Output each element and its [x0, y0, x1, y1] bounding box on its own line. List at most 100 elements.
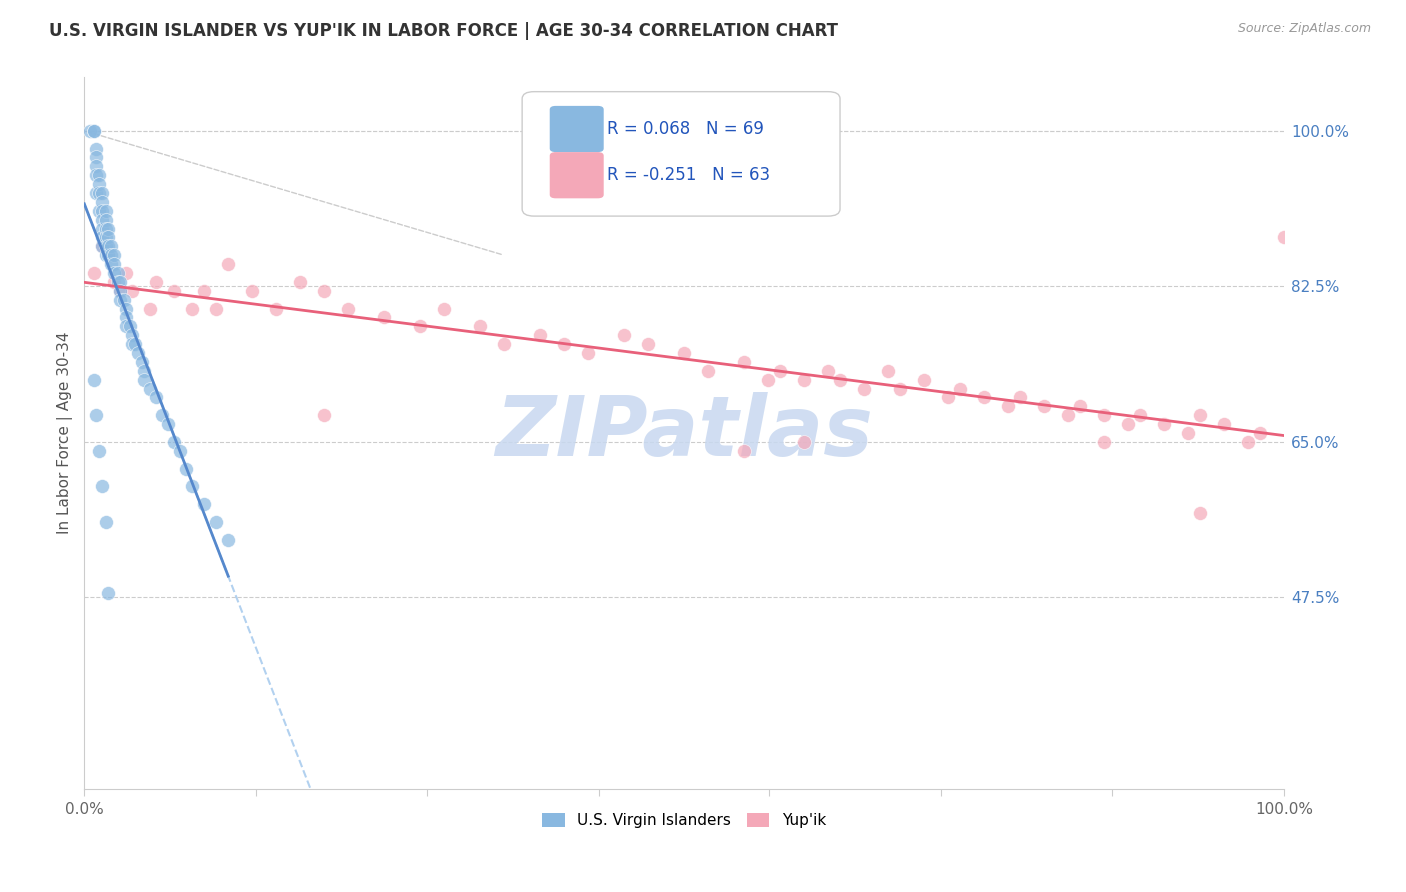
Point — [205, 301, 228, 316]
Point — [1272, 230, 1295, 244]
Point — [83, 373, 105, 387]
Point — [1008, 391, 1031, 405]
Point — [97, 230, 120, 244]
Text: R = -0.251   N = 63: R = -0.251 N = 63 — [607, 166, 770, 185]
Point — [97, 221, 120, 235]
Point — [637, 337, 659, 351]
Point — [83, 124, 105, 138]
Point — [1212, 417, 1234, 431]
Point — [84, 142, 107, 156]
Point — [91, 186, 114, 200]
Point — [529, 328, 551, 343]
Point — [84, 150, 107, 164]
Point — [134, 373, 156, 387]
Point — [314, 284, 336, 298]
Point — [103, 266, 125, 280]
Point — [97, 586, 120, 600]
Point — [112, 293, 135, 307]
Point — [150, 408, 173, 422]
Point — [181, 301, 204, 316]
Point — [100, 239, 122, 253]
Point — [264, 301, 287, 316]
Point — [817, 364, 839, 378]
FancyBboxPatch shape — [550, 153, 603, 198]
Point — [793, 373, 815, 387]
Point — [997, 400, 1019, 414]
Point — [1069, 400, 1091, 414]
Point — [912, 373, 935, 387]
Point — [115, 266, 138, 280]
Legend: U.S. Virgin Islanders, Yup'ik: U.S. Virgin Islanders, Yup'ik — [536, 807, 832, 834]
Point — [193, 284, 215, 298]
Point — [107, 275, 129, 289]
Point — [91, 221, 114, 235]
Point — [673, 346, 696, 360]
Point — [97, 248, 120, 262]
Point — [1033, 400, 1056, 414]
Point — [103, 248, 125, 262]
Point — [110, 284, 132, 298]
Point — [91, 230, 114, 244]
Point — [115, 310, 138, 325]
Point — [1188, 506, 1211, 520]
Point — [828, 373, 851, 387]
Point — [877, 364, 900, 378]
FancyBboxPatch shape — [550, 106, 603, 153]
Point — [91, 479, 114, 493]
Point — [131, 355, 153, 369]
Point — [613, 328, 636, 343]
Point — [115, 319, 138, 334]
Point — [94, 230, 117, 244]
Point — [145, 275, 167, 289]
Text: R = 0.068   N = 69: R = 0.068 N = 69 — [607, 120, 765, 138]
Point — [697, 364, 720, 378]
Point — [409, 319, 432, 334]
Point — [1092, 408, 1115, 422]
Point — [373, 310, 395, 325]
Point — [1057, 408, 1080, 422]
Point — [217, 257, 239, 271]
Point — [193, 497, 215, 511]
Point — [100, 248, 122, 262]
Point — [205, 515, 228, 529]
Point — [174, 461, 197, 475]
Point — [290, 275, 312, 289]
Point — [124, 337, 146, 351]
Point — [553, 337, 575, 351]
Point — [110, 275, 132, 289]
Point — [94, 515, 117, 529]
Point — [87, 186, 110, 200]
Point — [121, 328, 143, 343]
Point — [157, 417, 180, 431]
Point — [139, 382, 162, 396]
Point — [134, 364, 156, 378]
Point — [433, 301, 456, 316]
Point — [733, 355, 755, 369]
Point — [1129, 408, 1152, 422]
Point — [576, 346, 599, 360]
Point — [853, 382, 876, 396]
Point — [107, 266, 129, 280]
Point — [240, 284, 263, 298]
Point — [936, 391, 959, 405]
Point — [84, 168, 107, 182]
Point — [84, 186, 107, 200]
Point — [87, 203, 110, 218]
Point — [1116, 417, 1139, 431]
Point — [121, 337, 143, 351]
Point — [103, 275, 125, 289]
Point — [949, 382, 972, 396]
Point — [91, 239, 114, 253]
Text: U.S. VIRGIN ISLANDER VS YUP'IK IN LABOR FORCE | AGE 30-34 CORRELATION CHART: U.S. VIRGIN ISLANDER VS YUP'IK IN LABOR … — [49, 22, 838, 40]
Point — [84, 408, 107, 422]
Point — [97, 239, 120, 253]
Point — [1188, 408, 1211, 422]
Point — [337, 301, 360, 316]
Point — [217, 533, 239, 547]
Point — [1177, 425, 1199, 440]
Point — [889, 382, 911, 396]
Point — [115, 301, 138, 316]
Point — [169, 443, 191, 458]
Point — [94, 203, 117, 218]
Point — [1237, 434, 1260, 449]
